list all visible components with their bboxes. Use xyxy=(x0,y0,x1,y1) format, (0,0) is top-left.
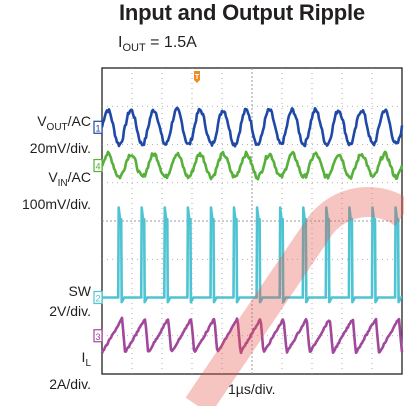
trigger-marker: T xyxy=(194,71,200,83)
trigger-marker-label: T xyxy=(195,74,200,81)
channel-label-sw: SW 2V/div. xyxy=(49,283,91,319)
x-axis-label: 1µs/div. xyxy=(228,381,276,397)
chart-title: Input and Output Ripple xyxy=(119,0,365,25)
channel-marker-label: 4 xyxy=(95,162,100,172)
chart-subtitle: IOUT = 1.5A xyxy=(118,34,197,55)
traces xyxy=(100,106,404,355)
channel-marker-3: 3 xyxy=(93,329,103,343)
channel-label-vin: VIN/AC 100mV/div. xyxy=(22,169,91,212)
channel-marker-label: 3 xyxy=(95,332,100,342)
channel-marker-label: 2 xyxy=(95,294,100,304)
channel-marker-box xyxy=(93,290,103,305)
channel-marker-0: 1 xyxy=(93,120,103,134)
channel-marker-box xyxy=(93,158,103,173)
channel-marker-box xyxy=(93,120,103,134)
channel-markers: 1 4 2 3 xyxy=(93,120,103,343)
channel-marker-label: 1 xyxy=(95,123,100,133)
channel-label-vout: VOUT/AC 20mV/div. xyxy=(29,113,91,156)
channel-marker-1: 4 xyxy=(93,158,103,173)
channel-marker-box xyxy=(93,329,103,343)
trace-2 xyxy=(102,206,403,304)
channel-marker-2: 2 xyxy=(93,290,103,305)
trace-3 xyxy=(100,316,404,355)
trace-0 xyxy=(100,106,404,148)
trace-1 xyxy=(100,150,404,181)
channel-label-il: IL 2A/div. xyxy=(49,349,91,392)
